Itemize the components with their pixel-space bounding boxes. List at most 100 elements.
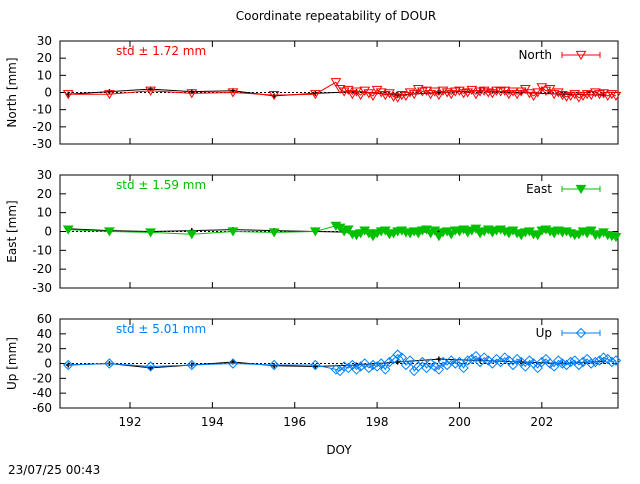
east-data-point (186, 230, 198, 240)
north-data-point (548, 90, 560, 100)
north-data-point (585, 90, 597, 101)
north-data-point (388, 92, 399, 102)
north-ytick-label: -20 (32, 120, 52, 134)
xtick-label: 200 (448, 415, 471, 429)
up-data-point (577, 356, 589, 368)
north-data-point (412, 84, 424, 95)
up-data-point (520, 361, 531, 372)
xtick-label: 198 (366, 415, 389, 429)
north-data-point (606, 90, 618, 100)
up-data-point (507, 359, 519, 371)
north-data-point (557, 90, 568, 101)
north-data-point (145, 86, 156, 96)
up-data-point (462, 355, 473, 366)
east-data-point (309, 227, 321, 237)
x-axis-label: DOY (326, 443, 352, 457)
up-data-point (548, 361, 560, 372)
up-ytick-label: -20 (32, 371, 52, 385)
up-ylabel: Up [mm] (5, 337, 19, 390)
north-data-point (491, 86, 502, 96)
east-data-point (145, 228, 156, 238)
north-data-point (598, 89, 609, 99)
north-data-point (454, 86, 465, 96)
xtick-label: 196 (283, 415, 306, 429)
north-data-point (437, 86, 449, 96)
up-data-point (404, 355, 416, 366)
up-data-point (433, 364, 445, 375)
east-legend-label: East (526, 182, 552, 196)
up-data-point (606, 356, 618, 368)
north-data-point (309, 90, 321, 100)
north-data-point (330, 78, 342, 88)
north-data-point (610, 91, 622, 101)
north-data-point (408, 90, 420, 100)
up-data-point (590, 356, 601, 368)
up-data-point (380, 364, 391, 375)
up-data-point (450, 358, 461, 369)
east-ylabel: East [mm] (5, 200, 19, 262)
timestamp: 23/07/25 00:43 (8, 463, 100, 477)
north-ytick-label: 0 (44, 86, 52, 100)
north-data-point (552, 88, 564, 98)
east-legend-marker (575, 184, 587, 195)
north-data-point (404, 88, 416, 98)
xtick-label: 194 (201, 415, 224, 429)
north-data-point (478, 86, 490, 96)
north-data-point (268, 90, 280, 101)
up-data-point (392, 349, 403, 360)
north-data-point (347, 90, 358, 100)
east-data-point (470, 224, 482, 234)
up-data-point (511, 353, 523, 365)
up-data-point (417, 356, 428, 368)
up-data-point (437, 356, 449, 368)
north-ytick-label: 20 (37, 51, 52, 65)
north-data-point (334, 84, 346, 95)
up-data-point (425, 358, 436, 369)
north-data-point (396, 90, 408, 101)
up-data-point (536, 356, 548, 368)
east-data-point (585, 226, 597, 236)
north-data-point (371, 85, 383, 95)
up-ytick-label: 20 (37, 342, 52, 356)
north-ytick-label: 10 (37, 68, 52, 82)
north-data-point (544, 84, 556, 95)
north-data-point (104, 90, 115, 100)
up-data-point (553, 355, 564, 366)
north-data-point (589, 88, 601, 98)
east-data-point (62, 225, 74, 235)
up-data-point (561, 359, 572, 371)
up-data-point (532, 362, 543, 374)
up-data-point (478, 352, 490, 363)
north-data-point (515, 87, 527, 97)
north-data-point (367, 91, 379, 101)
north-data-point (392, 93, 404, 103)
north-ylabel: North [mm] (5, 57, 19, 127)
north-data-point (487, 89, 498, 99)
north-data-point (338, 87, 350, 97)
up-data-point (586, 358, 597, 369)
north-data-point (462, 88, 474, 98)
up-data-point (104, 358, 115, 369)
up-data-point (573, 359, 585, 371)
east-data-point (433, 232, 445, 242)
east-data-point (610, 233, 622, 243)
north-data-point (375, 88, 387, 98)
north-data-point (532, 88, 544, 98)
up-data-point (371, 361, 383, 372)
north-ytick-label: 30 (37, 34, 52, 48)
up-data-point (565, 356, 576, 368)
up-data-point (268, 359, 280, 371)
north-ytick-label: -10 (32, 103, 52, 117)
up-data-point (363, 362, 375, 374)
north-data-point (227, 88, 239, 98)
north-data-point (602, 91, 614, 101)
up-data-point (429, 361, 440, 372)
east-std-annotation: std ± 1.59 mm (116, 178, 206, 192)
east-data-point (532, 231, 544, 241)
up-data-point (63, 359, 74, 371)
east-ytick-label: 10 (37, 206, 52, 220)
north-data-point (400, 91, 412, 101)
up-ytick-label: -60 (32, 401, 52, 415)
